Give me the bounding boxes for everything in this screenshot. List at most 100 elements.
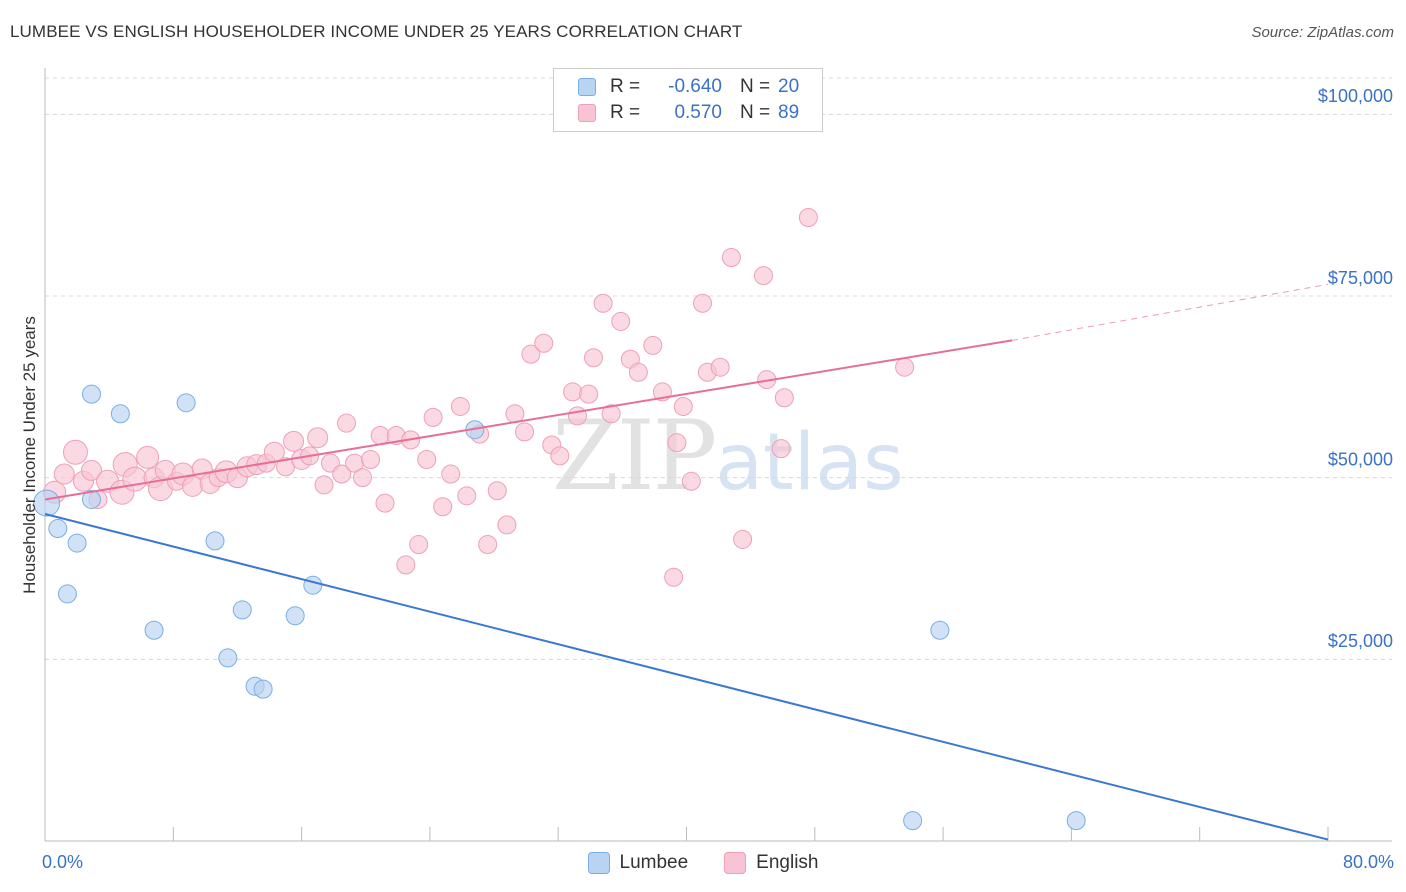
- english-point: [81, 459, 103, 481]
- y-axis-label: Householder Income Under 25 years: [20, 316, 39, 594]
- english-point: [450, 396, 470, 416]
- series-legend: Lumbee English: [0, 852, 1406, 874]
- english-point: [710, 357, 730, 377]
- english-trend-line: [44, 339, 1013, 501]
- chart-title: LUMBEE VS ENGLISH HOUSEHOLDER INCOME UND…: [10, 22, 743, 41]
- english-legend-label: English: [756, 852, 819, 873]
- english-point: [337, 413, 357, 433]
- english-point: [664, 567, 684, 587]
- lumbee-swatch: [578, 78, 596, 96]
- lumbee-legend-swatch: [587, 852, 610, 874]
- lumbee-point: [1066, 811, 1086, 831]
- lumbee-point: [110, 404, 130, 424]
- english-point: [497, 515, 517, 535]
- source-credit: Source: ZipAtlas.com: [1251, 24, 1394, 41]
- english-point: [643, 335, 663, 355]
- lumbee-point: [285, 606, 305, 626]
- lumbee-points: [33, 384, 1086, 831]
- legend-row-english: R = 0.570 N = 89: [578, 101, 799, 125]
- lumbee-point: [253, 679, 273, 699]
- english-point: [563, 382, 583, 402]
- english-point: [53, 463, 75, 485]
- lumbee-point: [218, 648, 238, 668]
- english-point: [370, 426, 390, 446]
- english-point: [798, 208, 818, 228]
- n-label: N =: [740, 76, 771, 97]
- x-tick-max: 80.0%: [1342, 852, 1394, 872]
- english-point: [628, 362, 648, 382]
- y-tick-label: $25,000: [1328, 631, 1393, 651]
- watermark: ZIPatlas: [552, 400, 904, 512]
- y-tick-label: $75,000: [1328, 268, 1393, 288]
- lumbee-point: [144, 620, 164, 640]
- english-point: [534, 333, 554, 353]
- english-point: [433, 497, 453, 517]
- english-points: [43, 208, 915, 587]
- english-point: [515, 422, 535, 442]
- english-point: [895, 357, 915, 377]
- n-value: 20: [778, 76, 800, 97]
- english-point: [136, 445, 160, 469]
- r-label: R =: [610, 76, 641, 97]
- n-label: N =: [740, 102, 771, 123]
- english-point: [283, 430, 305, 452]
- lumbee-point: [176, 393, 196, 413]
- english-point: [593, 293, 613, 313]
- english-point: [417, 450, 437, 469]
- lumbee-point: [33, 489, 61, 517]
- y-tick-labels: $25,000 $50,000 $75,000 $100,000: [1318, 86, 1393, 651]
- english-point: [753, 266, 773, 286]
- english-point: [693, 293, 713, 313]
- english-point: [478, 535, 498, 555]
- axes: [44, 68, 1392, 842]
- english-point: [771, 439, 791, 459]
- english-point: [579, 384, 599, 404]
- english-point: [423, 407, 443, 427]
- lumbee-point: [57, 584, 77, 604]
- english-point: [182, 475, 204, 497]
- lumbee-point: [930, 620, 950, 640]
- english-point: [774, 388, 794, 408]
- english-point: [441, 464, 461, 484]
- watermark-atlas: atlas: [715, 418, 904, 508]
- english-point: [567, 406, 587, 426]
- english-point: [505, 404, 525, 424]
- english-point: [361, 450, 381, 469]
- n-value: 89: [778, 102, 800, 123]
- r-value: -0.640: [668, 76, 722, 97]
- english-point: [601, 404, 621, 424]
- english-point: [583, 348, 603, 368]
- english-point: [667, 433, 687, 453]
- legend-row-lumbee: R = -0.640 N = 20: [578, 75, 799, 99]
- lumbee-point: [205, 531, 225, 551]
- x-tick-min: 0.0%: [42, 852, 84, 872]
- english-trend-extension: [1011, 283, 1329, 341]
- english-point: [314, 475, 334, 495]
- lumbee-point: [303, 575, 323, 595]
- english-point: [487, 481, 507, 501]
- legend-item-english: English: [724, 852, 819, 874]
- r-label: R =: [610, 102, 641, 123]
- english-point: [457, 486, 477, 506]
- lumbee-point: [232, 600, 252, 620]
- y-tick-label: $100,000: [1318, 86, 1393, 106]
- english-point: [611, 311, 631, 331]
- trend-lines: [44, 283, 1329, 841]
- lumbee-point: [82, 384, 102, 404]
- english-point: [673, 396, 693, 416]
- english-point: [62, 439, 88, 465]
- lumbee-point: [67, 533, 87, 553]
- english-point: [681, 471, 701, 491]
- english-point: [396, 555, 416, 575]
- lumbee-point: [48, 519, 68, 539]
- english-point: [733, 529, 753, 549]
- english-point: [409, 535, 429, 555]
- english-point: [307, 427, 329, 449]
- english-point: [721, 247, 741, 267]
- y-tick-label: $50,000: [1328, 450, 1393, 470]
- lumbee-legend-label: Lumbee: [619, 852, 689, 873]
- english-point: [353, 468, 373, 488]
- english-legend-swatch: [724, 852, 747, 874]
- english-point: [332, 464, 352, 484]
